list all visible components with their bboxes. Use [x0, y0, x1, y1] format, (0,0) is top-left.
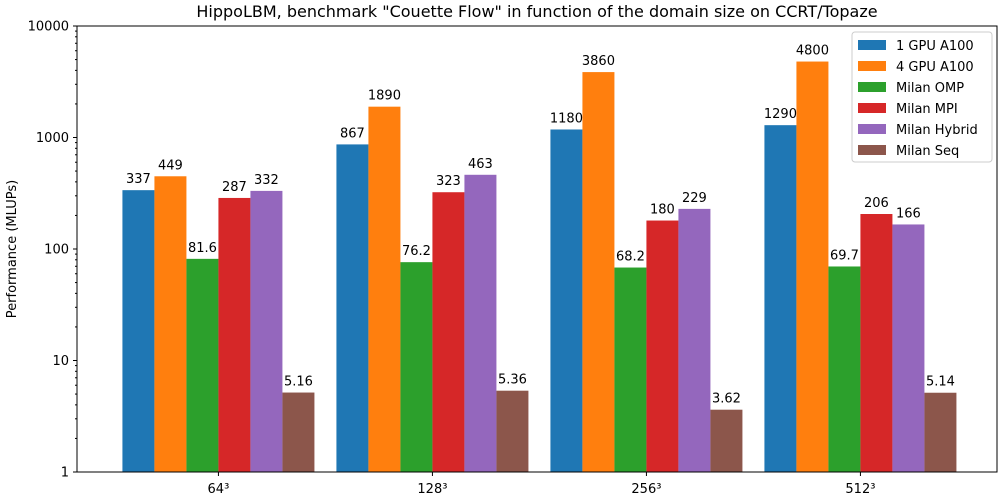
- legend-label: Milan Seq: [896, 144, 959, 159]
- bar: [924, 392, 957, 472]
- y-tick-label: 1: [61, 466, 69, 481]
- bar: [614, 267, 647, 472]
- bar: [764, 125, 797, 472]
- bar: [892, 224, 925, 472]
- legend-swatch: [858, 103, 886, 113]
- data-label: 76.2: [402, 244, 431, 259]
- y-tick-label: 10: [52, 354, 69, 369]
- plot-area: 337 449 81.6 287 332 5.16 867 1890 76.2 323 463 5.3…: [122, 44, 957, 473]
- bar: [282, 392, 315, 472]
- legend: 1 GPU A100 4 GPU A100 Milan OMP Milan MPI Mi…: [851, 31, 993, 163]
- legend-label: Milan OMP: [896, 81, 964, 96]
- legend-swatch: [858, 124, 886, 134]
- x-tick-label: 512³: [845, 482, 875, 497]
- bar: [710, 409, 743, 472]
- data-label: 449: [158, 158, 183, 173]
- data-label: 287: [222, 180, 247, 195]
- data-label: 867: [340, 126, 365, 141]
- legend-swatch: [858, 40, 886, 50]
- data-label: 5.36: [498, 373, 527, 388]
- legend-label: Milan MPI: [896, 102, 958, 117]
- data-label: 68.2: [616, 250, 645, 265]
- data-label: 69.7: [830, 248, 859, 263]
- data-label: 463: [468, 157, 493, 172]
- y-axis-label: Performance (MLUPs): [5, 180, 20, 318]
- legend-swatch: [858, 61, 886, 71]
- data-label: 5.16: [284, 375, 313, 390]
- axes: 64³ 128³ 256³ 512³ 1 10 100 1000 10000: [28, 20, 876, 498]
- data-label: 166: [896, 206, 921, 221]
- data-label: 1890: [368, 89, 401, 104]
- x-tick-label: 256³: [631, 482, 661, 497]
- bar: [186, 258, 219, 472]
- data-label: 206: [864, 196, 889, 211]
- data-label: 1290: [764, 107, 797, 122]
- legend-label: Milan Hybrid: [896, 123, 978, 138]
- data-label: 3860: [582, 54, 615, 69]
- data-label: 229: [682, 191, 707, 206]
- chart-title: HippoLBM, benchmark "Couette Flow" in fu…: [196, 2, 877, 21]
- data-label: 337: [126, 172, 151, 187]
- y-tick-label: 10000: [28, 20, 69, 35]
- legend-swatch: [858, 82, 886, 92]
- bar: [796, 61, 829, 473]
- bar: [368, 106, 401, 473]
- bar: [646, 220, 679, 472]
- data-label: 4800: [796, 44, 829, 59]
- legend-swatch: [858, 145, 886, 155]
- y-tick-label: 1000: [36, 131, 69, 146]
- bar: [550, 129, 583, 472]
- legend-label: 4 GPU A100: [896, 60, 974, 75]
- bar: [336, 144, 369, 472]
- data-label: 3.62: [712, 392, 741, 407]
- data-label: 81.6: [188, 241, 217, 256]
- y-tick-label: 100: [44, 243, 69, 258]
- bar: [678, 208, 711, 472]
- bar: [464, 174, 497, 472]
- x-tick-label: 64³: [208, 482, 230, 497]
- bar: [122, 190, 155, 473]
- legend-box: [851, 31, 993, 163]
- data-label: 180: [650, 203, 675, 218]
- bar: [860, 214, 893, 473]
- bar: [828, 266, 861, 472]
- data-label: 323: [436, 174, 461, 189]
- bar: [250, 190, 283, 472]
- bar: [432, 192, 465, 472]
- x-tick-label: 128³: [417, 482, 447, 497]
- data-label: 1180: [550, 111, 583, 126]
- bar: [218, 197, 251, 472]
- legend-label: 1 GPU A100: [896, 39, 974, 54]
- data-label: 5.14: [926, 375, 955, 390]
- data-label: 332: [254, 173, 279, 188]
- bar: [496, 390, 529, 472]
- bar: [582, 72, 615, 472]
- bar: [400, 262, 433, 472]
- bar: [154, 176, 187, 472]
